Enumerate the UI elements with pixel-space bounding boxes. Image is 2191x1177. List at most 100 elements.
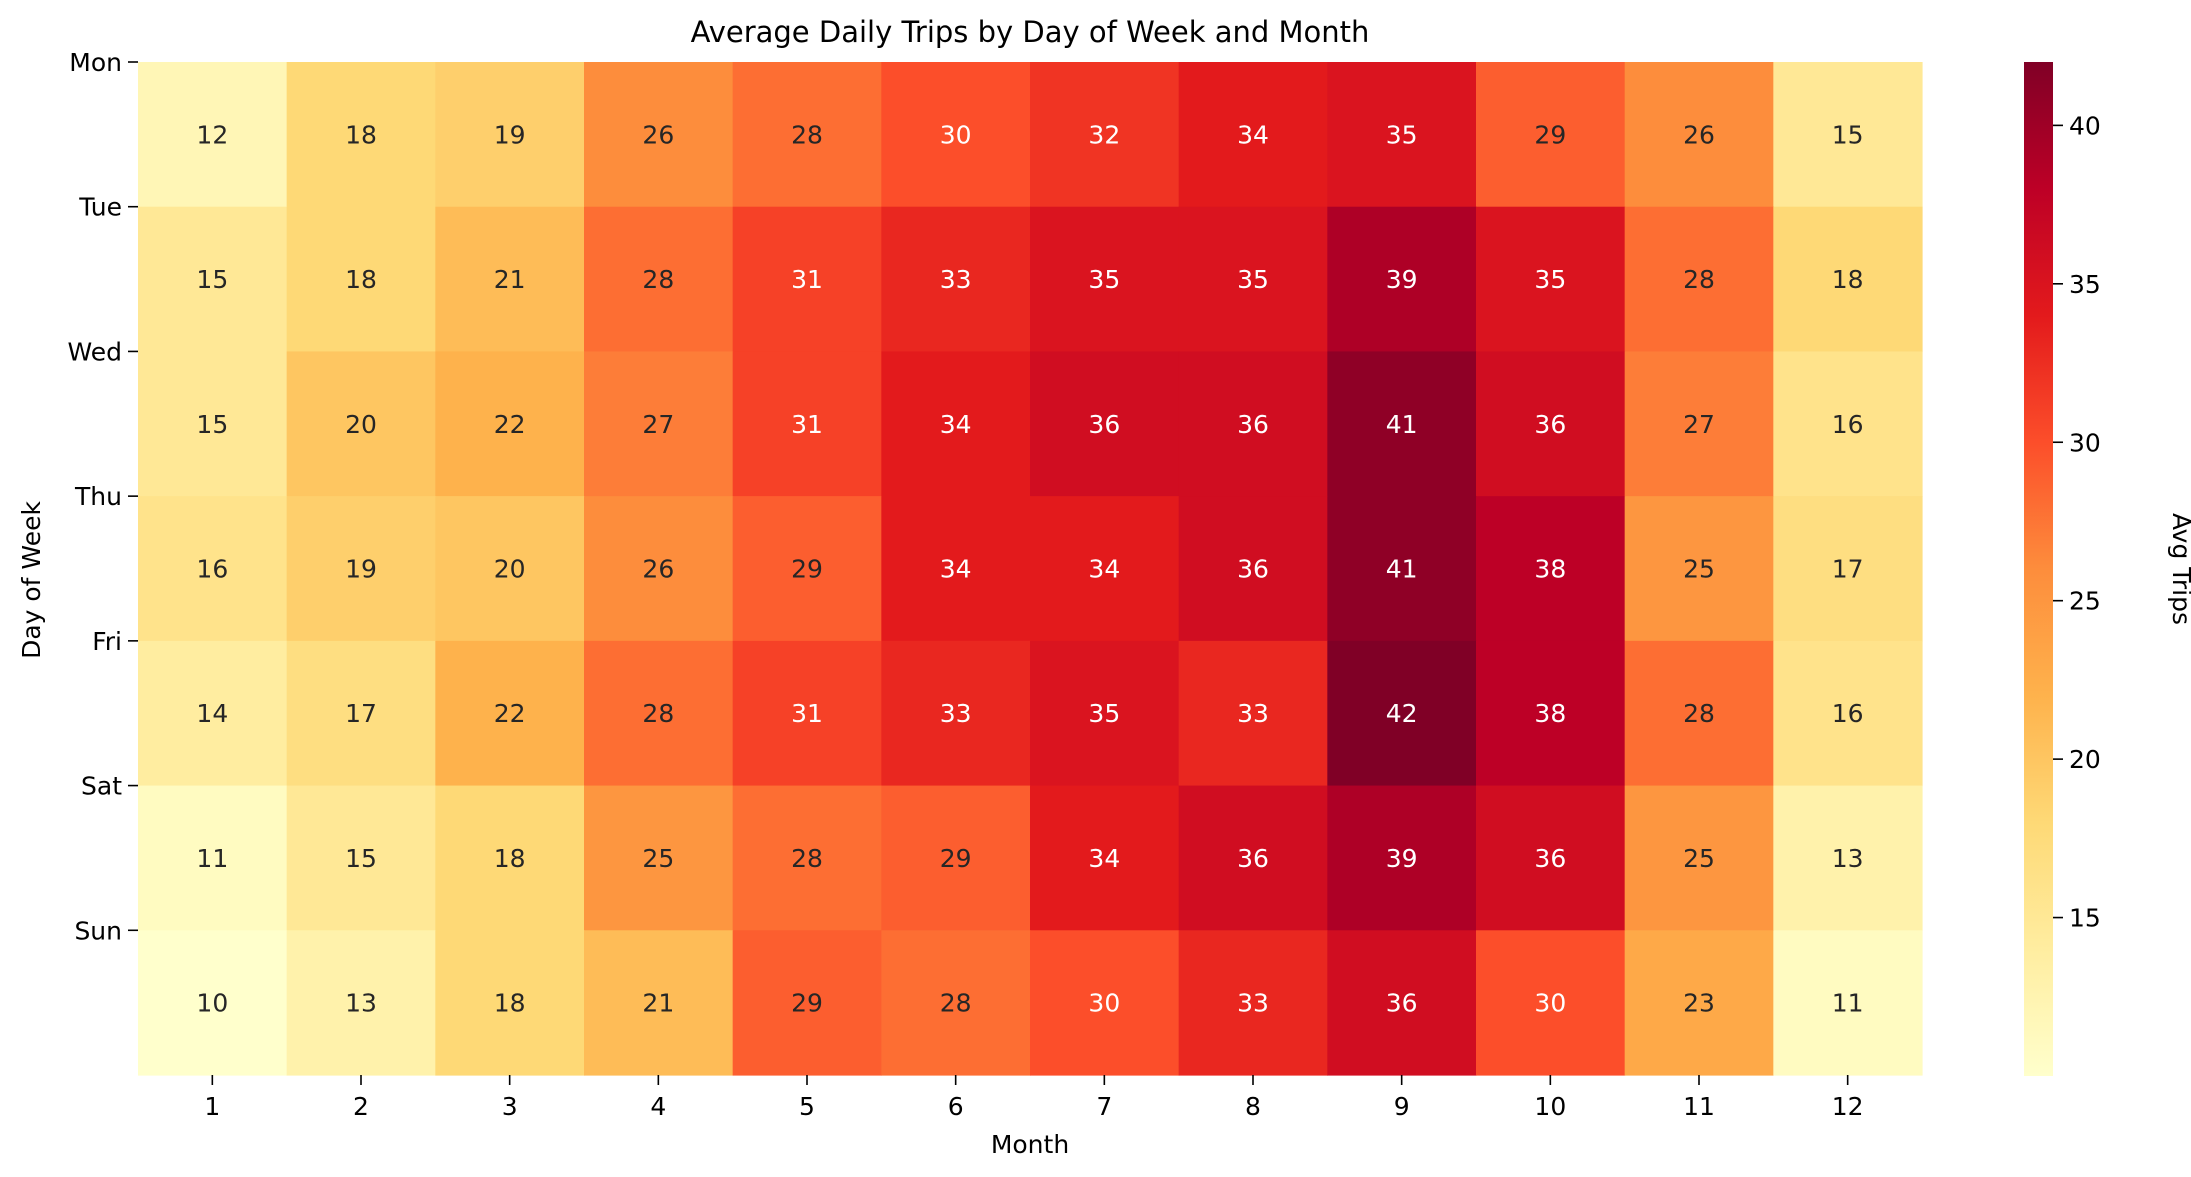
heatmap-cell [286,351,436,497]
heatmap-cell [1476,206,1626,353]
cell-value-label: 33 [940,699,972,728]
cell-value-label: 21 [642,989,674,1018]
cell-value-label: 35 [1237,265,1269,294]
heatmap-cell [1624,930,1774,1076]
heatmap-cell [1476,351,1626,497]
heatmap-cell [1476,496,1626,642]
heatmap-cell [1773,640,1923,787]
x-tick-label: 7 [1096,1092,1112,1121]
x-tick-label: 2 [353,1092,369,1121]
cell-value-label: 17 [1832,555,1864,584]
cell-value-label: 18 [494,989,526,1018]
heatmap-cell [286,930,436,1076]
heatmap-cell [1624,785,1774,931]
heatmap-cell [1476,785,1626,931]
heatmap-cell [138,785,288,931]
colorbar-tick-label: 40 [2069,111,2101,140]
heatmap-cell [1030,206,1180,353]
cell-value-label: 12 [196,120,228,149]
heatmap-cell [584,206,734,353]
cell-value-label: 35 [1088,265,1120,294]
heatmap-cell [286,62,436,208]
heatmap-cell [1773,785,1923,931]
heatmap-cell [1476,930,1626,1076]
heatmap-cell [1327,640,1477,787]
x-tick-label: 10 [1534,1092,1566,1121]
heatmap-cell [1030,496,1180,642]
cell-value-label: 36 [1237,410,1269,439]
colorbar-ticks: 15 20 25 30 35 40 [2053,111,2101,933]
heatmap-cell [1178,62,1328,208]
cell-value-label: 16 [1832,410,1864,439]
cell-value-label: 34 [940,410,972,439]
cell-value-label: 32 [1088,120,1120,149]
heatmap-cell [732,206,882,353]
heatmap-cell [1030,62,1180,208]
heatmap-cell [881,496,1031,642]
x-tick-label: 5 [799,1092,815,1121]
cell-value-label: 31 [791,265,823,294]
x-tick-label: 3 [502,1092,518,1121]
colorbar-tick-label: 20 [2069,745,2101,774]
heatmap-cell [435,206,585,353]
cell-value-label: 29 [940,844,972,873]
heatmap-cell [1178,785,1328,931]
cell-value-label: 35 [1534,265,1566,294]
heatmap-cell [1327,785,1477,931]
x-axis-label: Month [991,1130,1069,1159]
cell-value-label: 34 [1237,120,1269,149]
cell-value-label: 38 [1534,555,1566,584]
heatmap-cell [435,496,585,642]
cell-value-label: 28 [791,844,823,873]
cell-value-label: 16 [1832,699,1864,728]
heatmap-cell [286,206,436,353]
cell-value-label: 17 [345,699,377,728]
cell-value-label: 26 [642,555,674,584]
cell-value-label: 15 [196,410,228,439]
heatmap-cell [732,785,882,931]
heatmap-cell [1624,206,1774,353]
cell-value-label: 20 [494,555,526,584]
heatmap-cell [138,351,288,497]
cell-value-label: 18 [494,844,526,873]
cell-value-label: 34 [1088,555,1120,584]
heatmap-cell [1327,496,1477,642]
cell-value-label: 28 [940,989,972,1018]
cell-value-label: 31 [791,699,823,728]
heatmap-cell [435,62,585,208]
cell-value-label: 36 [1237,844,1269,873]
cell-value-label: 25 [1683,555,1715,584]
x-tick-label: 4 [650,1092,666,1121]
heatmap-cell [138,496,288,642]
colorbar-tick-label: 15 [2069,904,2101,933]
cell-value-label: 39 [1386,844,1418,873]
heatmap-cell [584,930,734,1076]
heatmap-cell [1327,930,1477,1076]
heatmap-cell [881,62,1031,208]
heatmap-cells [138,62,1923,1076]
heatmap-cell [1178,930,1328,1076]
cell-value-label: 27 [642,410,674,439]
cell-value-label: 28 [1683,265,1715,294]
heatmap-cell [1773,351,1923,497]
y-tick-label: Wed [67,337,122,366]
heatmap-cell [732,640,882,787]
heatmap-cell [881,930,1031,1076]
x-tick-label: 9 [1394,1092,1410,1121]
heatmap-cell [1030,930,1180,1076]
heatmap-cell [1178,640,1328,787]
heatmap-cell [435,640,585,787]
y-tick-label: Sat [81,772,122,801]
heatmap-cell [732,351,882,497]
cell-value-label: 19 [345,555,377,584]
x-axis-ticks: 1 2 3 4 5 6 7 8 9 10 11 12 [204,1075,1864,1121]
heatmap-cell [1773,62,1923,208]
cell-value-label: 30 [1534,989,1566,1018]
heatmap-cell [286,496,436,642]
cell-value-label: 13 [1832,844,1864,873]
heatmap-cell [1476,62,1626,208]
y-axis-label: Day of Week [17,501,46,659]
cell-value-label: 26 [642,120,674,149]
cell-value-label: 33 [1237,989,1269,1018]
